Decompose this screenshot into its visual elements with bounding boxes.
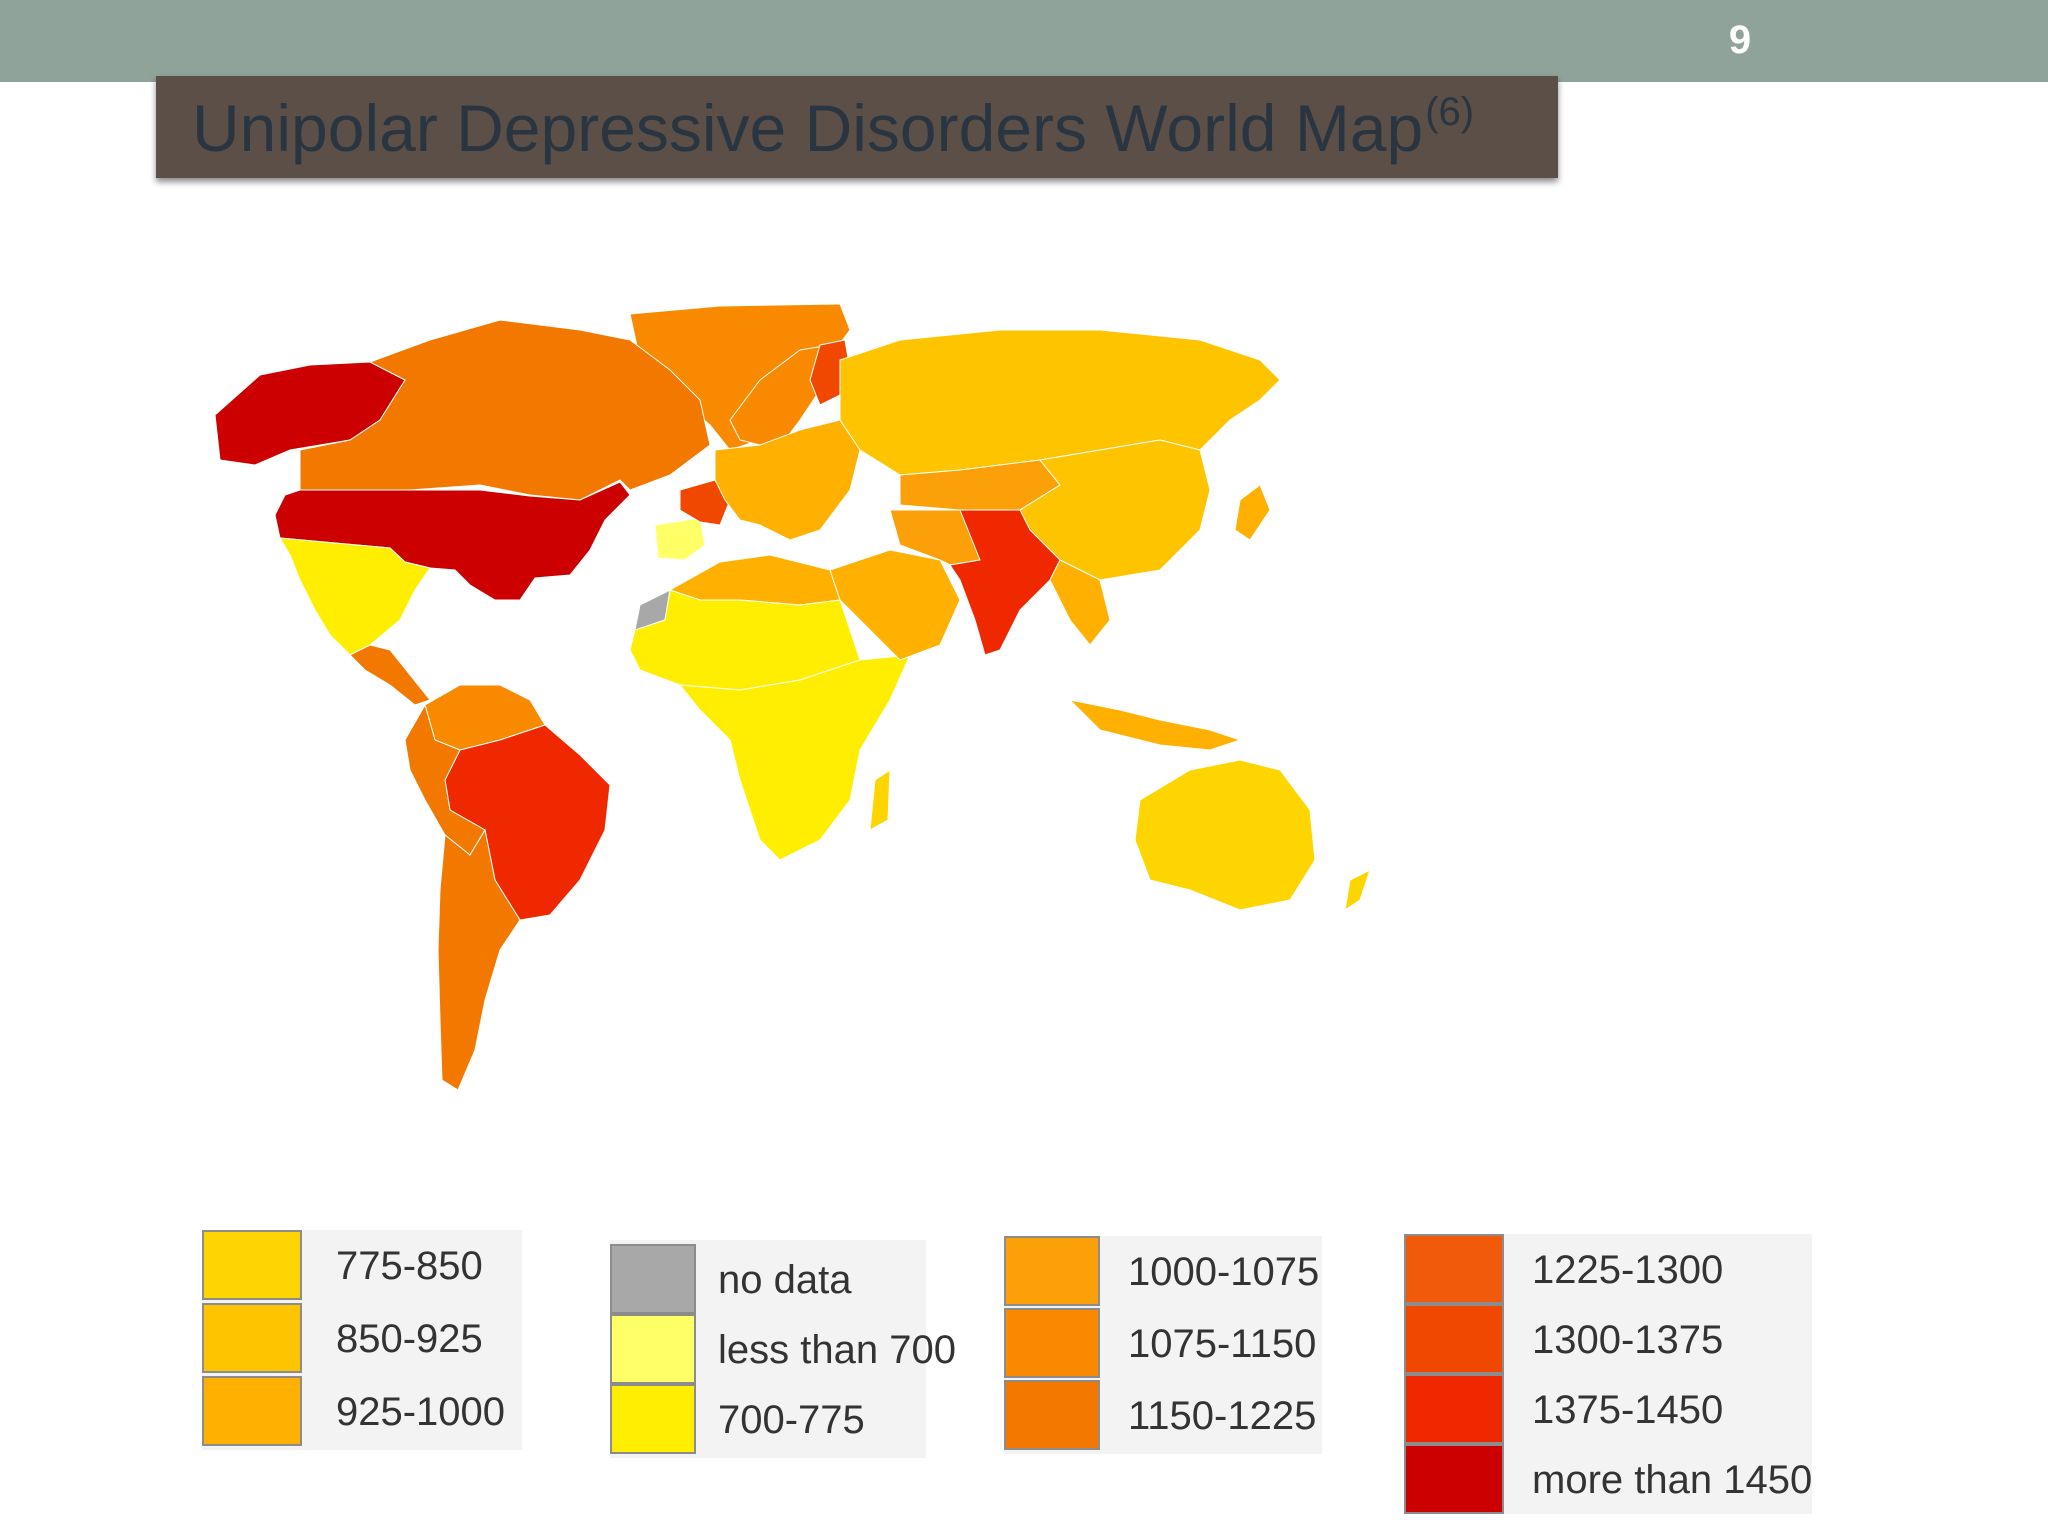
legend-swatch (610, 1244, 696, 1314)
slide-title: Unipolar Depressive Disorders World Map(… (192, 90, 1474, 166)
region-europe (714, 419, 861, 541)
citation-superscript: (6) (1425, 90, 1475, 134)
legend-label: no data (718, 1258, 852, 1302)
region-india-pakistan (949, 509, 1061, 656)
legend-item-more-than-1450: more than 1450 (1404, 1444, 1812, 1514)
legend-item-1000-1075: 1000-1075 (1004, 1236, 1322, 1306)
region-australia (1134, 759, 1316, 911)
legend-swatch (1004, 1236, 1100, 1306)
region-canada (299, 319, 711, 501)
legend-group-1: 775-850 850-925 925-1000 (202, 1230, 522, 1450)
legend-swatch (1004, 1380, 1100, 1450)
slide-header-band: 9 (0, 0, 2048, 82)
legend-label: 925-1000 (336, 1390, 506, 1434)
region-new-zealand (1344, 869, 1371, 912)
legend-swatch (202, 1230, 302, 1300)
legend-item-775-850: 775-850 (202, 1230, 522, 1300)
slide-number: 9 (1728, 18, 1752, 62)
region-indonesia (1068, 699, 1242, 751)
legend-group-3: 1000-1075 1075-1150 1150-1225 (1004, 1236, 1322, 1454)
legend-item-1300-1375: 1300-1375 (1404, 1304, 1812, 1374)
legend-swatch (1404, 1304, 1504, 1374)
legend-group-4: 1225-1300 1300-1375 1375-1450 more than … (1404, 1234, 1812, 1514)
region-iberia (654, 517, 706, 561)
legend-label: 1300-1375 (1532, 1318, 1724, 1362)
legend-label: 1075-1150 (1128, 1322, 1317, 1366)
region-sahara-west-africa (629, 589, 861, 691)
region-sub-saharan-africa (678, 654, 911, 861)
legend-label: more than 1450 (1532, 1458, 1813, 1502)
legend-item-700-775: 700-775 (610, 1384, 926, 1454)
region-north-africa (668, 554, 841, 606)
legend-item-850-925: 850-925 (202, 1303, 522, 1373)
region-russia (839, 329, 1281, 476)
legend-label: less than 700 (718, 1328, 956, 1372)
legend-swatch (1404, 1444, 1504, 1514)
legend-label: 1375-1450 (1532, 1388, 1724, 1432)
legend-item-925-1000: 925-1000 (202, 1376, 522, 1446)
region-japan (1234, 484, 1271, 541)
legend-label: 1150-1225 (1128, 1394, 1317, 1438)
legend-swatch (610, 1384, 696, 1454)
legend-label: 850-925 (336, 1317, 483, 1361)
region-argentina-chile (437, 828, 521, 1091)
legend-swatch (1004, 1308, 1100, 1378)
legend-label: 700-775 (718, 1398, 865, 1442)
legend-item-1375-1450: 1375-1450 (1404, 1374, 1812, 1444)
legend-swatch (202, 1303, 302, 1373)
legend-item-no-data: no data (610, 1244, 926, 1314)
legend-item-1075-1150: 1075-1150 (1004, 1308, 1322, 1378)
legend-label: 1000-1075 (1128, 1250, 1320, 1294)
legend-swatch (1404, 1234, 1504, 1304)
legend-label: 775-850 (336, 1244, 483, 1288)
region-madagascar (869, 769, 891, 831)
region-southeast-asia (1049, 559, 1111, 646)
region-middle-east (829, 549, 961, 661)
legend-item-1150-1225: 1150-1225 (1004, 1380, 1322, 1450)
legend-swatch (610, 1314, 696, 1384)
legend-item-less-than-700: less than 700 (610, 1314, 956, 1384)
region-central-america (349, 644, 431, 706)
world-choropleth-map (214, 303, 1371, 1091)
legend-label: 1225-1300 (1532, 1248, 1724, 1292)
region-scandinavia (729, 344, 831, 446)
slide-title-text: Unipolar Depressive Disorders World Map (192, 91, 1424, 165)
legend-group-2: no data less than 700 700-775 (610, 1240, 956, 1458)
legend-swatch (202, 1376, 302, 1446)
legend-swatch (1404, 1374, 1504, 1444)
legend-item-1225-1300: 1225-1300 (1404, 1234, 1812, 1304)
title-banner: Unipolar Depressive Disorders World Map(… (156, 76, 1558, 178)
